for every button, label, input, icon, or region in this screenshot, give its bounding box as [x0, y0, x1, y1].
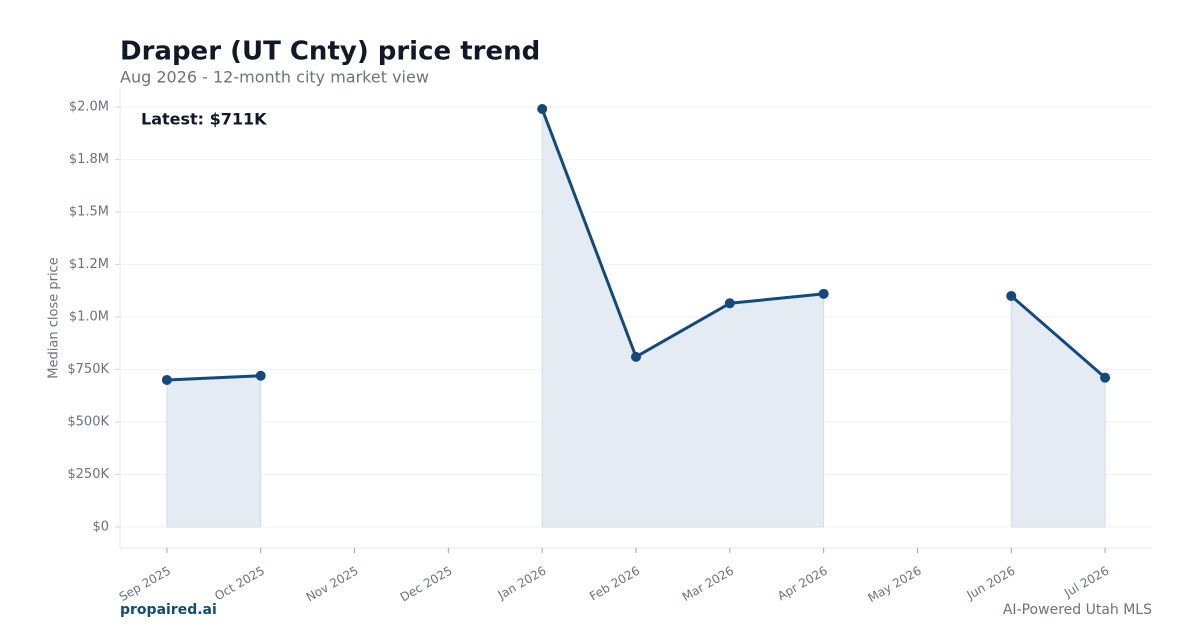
- y-tick-label: $500K: [67, 414, 109, 429]
- point: [255, 370, 266, 381]
- point: [161, 374, 172, 385]
- annotation: Latest: $711K: [141, 110, 267, 129]
- footer-note: AI-Powered Utah MLS: [1003, 602, 1152, 618]
- point: [724, 298, 735, 309]
- chart-title: Draper (UT Cnty) price trend: [120, 37, 540, 67]
- y-axis-label: Median close price: [47, 257, 62, 378]
- y-tick-label: $1.5M: [69, 204, 109, 219]
- point: [631, 351, 641, 362]
- y-tick-label: $2.0M: [69, 99, 109, 114]
- y-tick-label: $0: [92, 519, 109, 534]
- chart-subtitle: Aug 2026 - 12-month city market view: [120, 68, 429, 87]
- point: [537, 104, 548, 115]
- point: [818, 288, 829, 299]
- footer-brand: propaired.ai: [120, 602, 217, 618]
- y-tick-label: $1.0M: [69, 309, 109, 324]
- y-tick-label: $1.8M: [69, 152, 109, 167]
- y-tick-label: $750K: [67, 362, 109, 377]
- line: [166, 108, 1107, 382]
- y-tick-label: $1.2M: [69, 257, 109, 272]
- point: [1006, 290, 1017, 301]
- y-tick-label: $250K: [67, 467, 109, 482]
- point: [1100, 372, 1111, 383]
